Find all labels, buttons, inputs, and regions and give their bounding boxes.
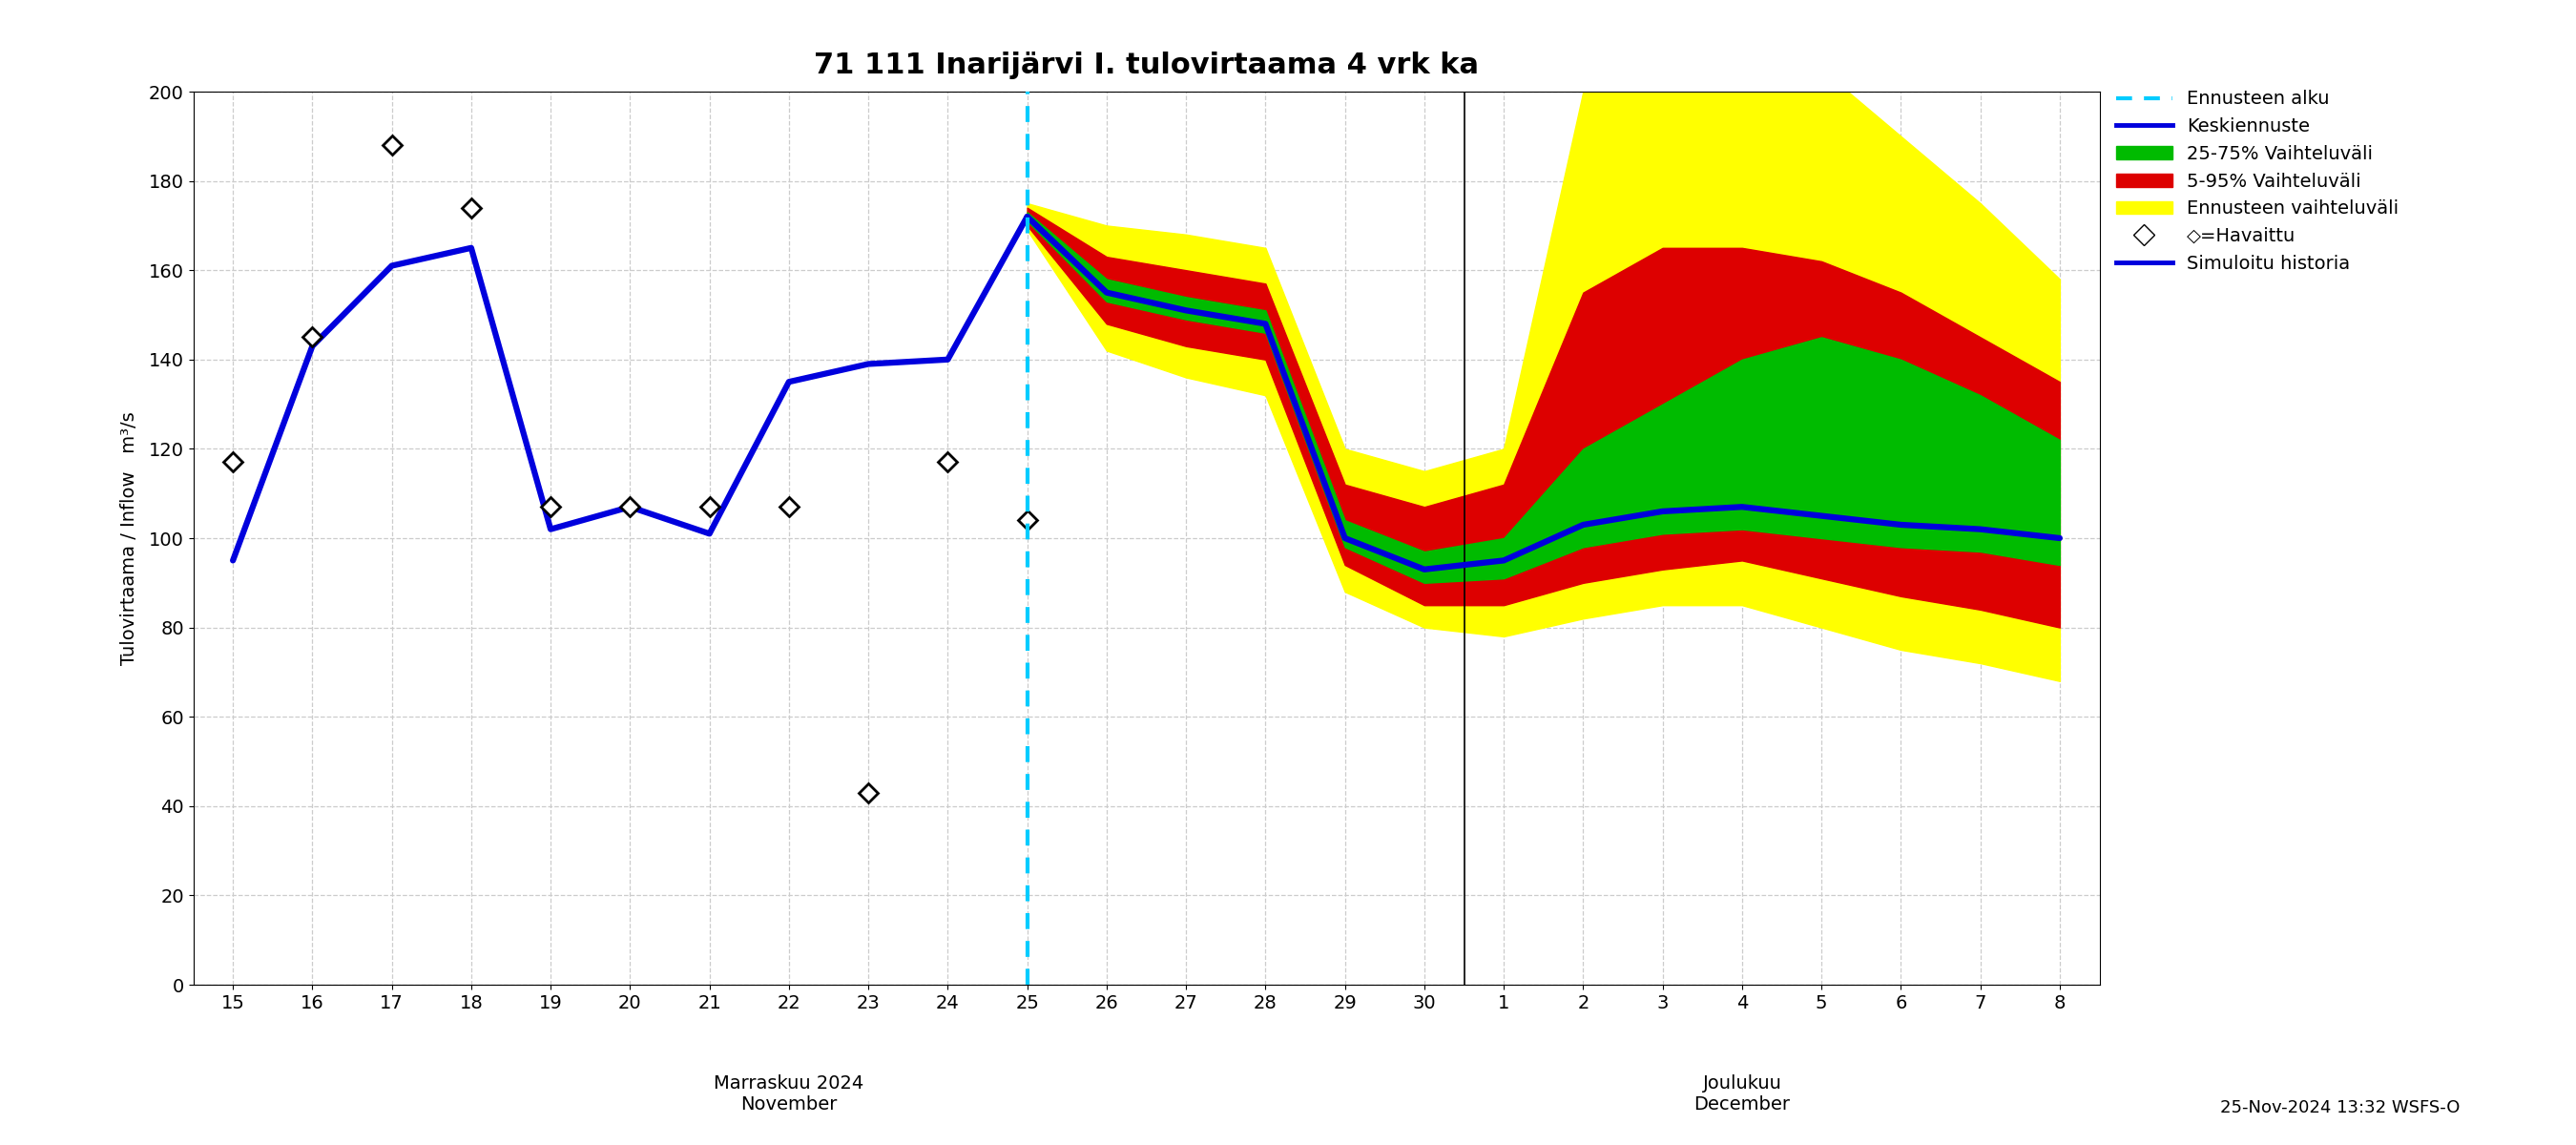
Legend: Ennusteen alku, Keskiennuste, 25-75% Vaihteluväli, 5-95% Vaihteluväli, Ennusteen: Ennusteen alku, Keskiennuste, 25-75% Vai… bbox=[2110, 82, 2406, 281]
Text: Joulukuu
December: Joulukuu December bbox=[1695, 1074, 1790, 1113]
Y-axis label: Tulovirtaama / Inflow   m³/s: Tulovirtaama / Inflow m³/s bbox=[121, 411, 139, 665]
Text: Marraskuu 2024
November: Marraskuu 2024 November bbox=[714, 1074, 863, 1113]
Title: 71 111 Inarijärvi I. tulovirtaama 4 vrk ka: 71 111 Inarijärvi I. tulovirtaama 4 vrk … bbox=[814, 52, 1479, 79]
Text: 25-Nov-2024 13:32 WSFS-O: 25-Nov-2024 13:32 WSFS-O bbox=[2221, 1099, 2460, 1116]
